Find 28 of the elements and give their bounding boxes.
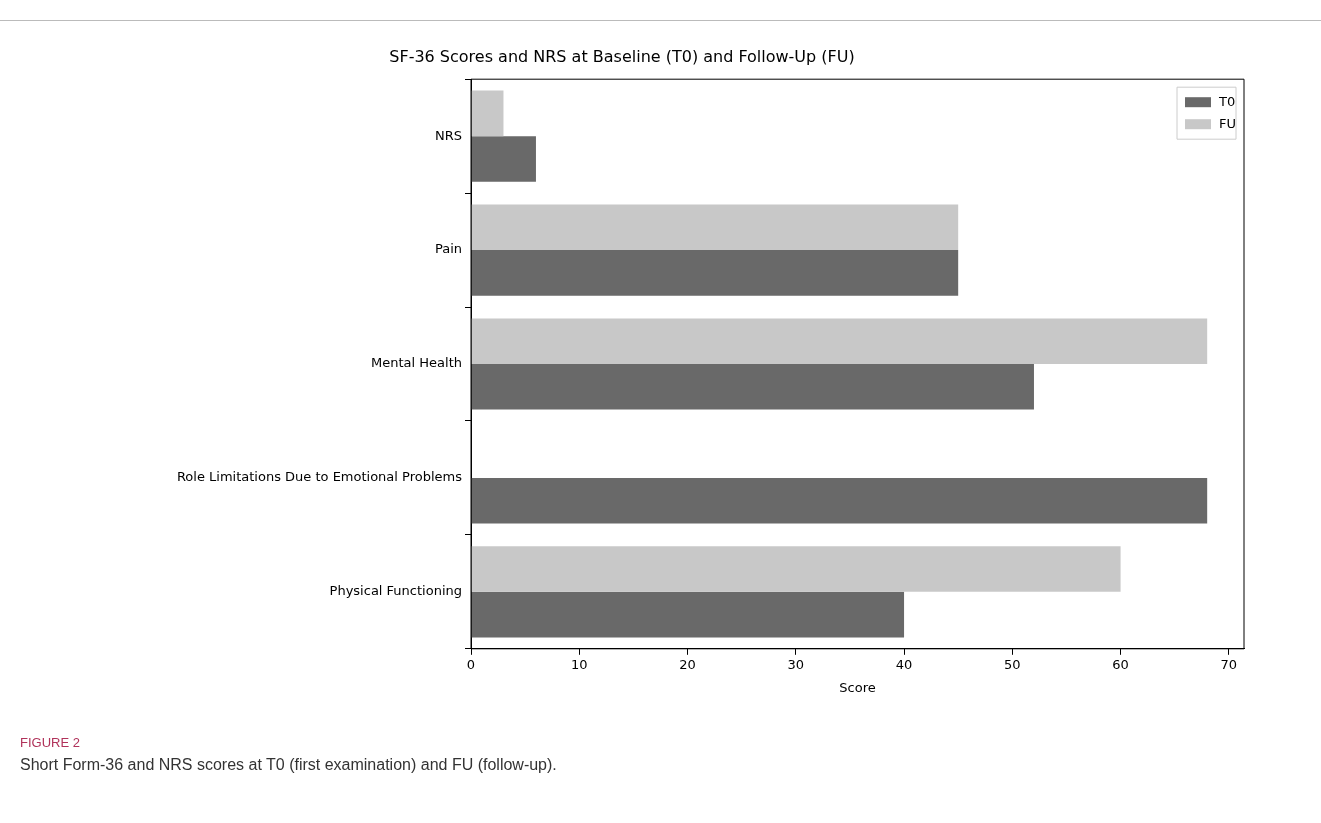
- bar: [471, 364, 1034, 410]
- legend-label: FU: [1219, 115, 1237, 131]
- y-tick-label: Physical Functioning: [329, 583, 462, 599]
- bar: [471, 546, 1121, 592]
- bar: [471, 318, 1208, 364]
- chart-title: SF-36 Scores and NRS at Baseline (T0) and Follow-Up (FU): [389, 46, 855, 66]
- bar: [471, 591, 905, 638]
- bar: [471, 136, 536, 182]
- x-tick-label: 60: [1112, 656, 1129, 672]
- x-tick-label: 70: [1220, 656, 1238, 672]
- x-tick-label: 40: [895, 656, 913, 672]
- bar: [471, 477, 1208, 524]
- y-tick-label: Mental Health: [371, 355, 462, 371]
- y-tick-label: NRS: [434, 127, 462, 143]
- y-tick-label: Pain: [434, 241, 462, 257]
- x-tick-label: 10: [570, 656, 588, 672]
- bar: [471, 250, 959, 296]
- caption: FIGURE 2: [20, 735, 81, 750]
- x-tick-label: 30: [787, 656, 805, 672]
- bar: [471, 204, 959, 251]
- text: Short Form-36 and NRS scores at T0 (first examination) and FU (follow-up).: [20, 756, 557, 774]
- x-tick-label: 50: [1004, 656, 1021, 672]
- x-tick-label: 20: [679, 656, 696, 672]
- legend-label: T0: [1218, 93, 1236, 109]
- x-axis-title: Score: [839, 679, 876, 695]
- y-tick-label: Role Limitations Due to Emotional Problems: [176, 469, 463, 485]
- x-tick-label: 0: [466, 656, 476, 672]
- bar: [471, 90, 504, 137]
